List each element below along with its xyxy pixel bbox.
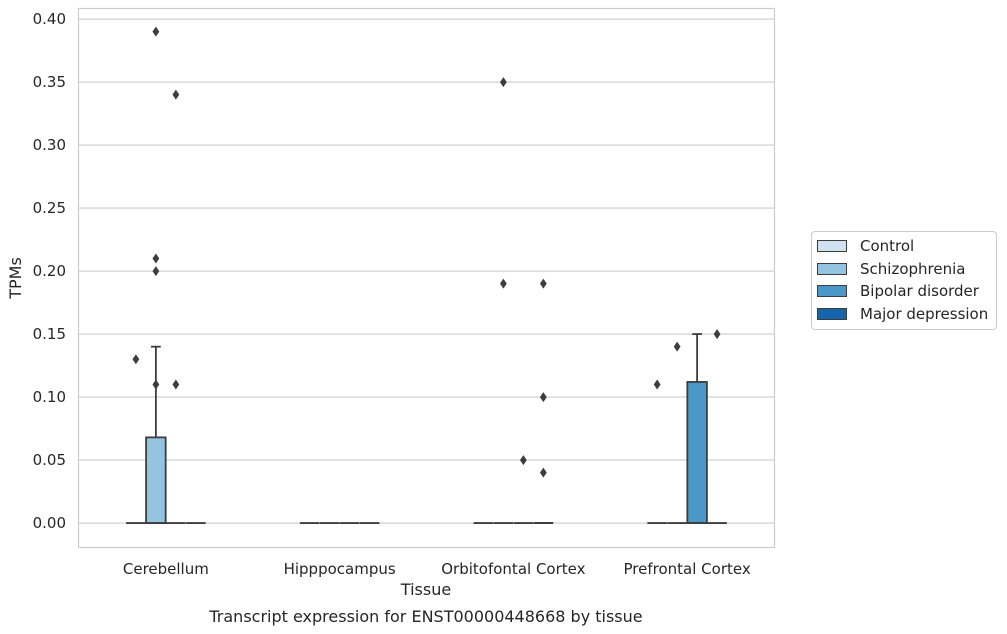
outlier-point [152, 266, 160, 277]
outlier-point [499, 278, 507, 289]
outlier-point [539, 467, 547, 478]
outlier-point [653, 379, 661, 390]
outlier-point [673, 341, 681, 352]
legend-swatch [817, 262, 847, 275]
outlier-point [539, 278, 547, 289]
y-tick-label: 0.25 [33, 199, 66, 217]
legend-label: Bipolar disorder [860, 282, 979, 301]
outlier-point [539, 392, 547, 403]
outliers [132, 26, 721, 478]
x-tick-label: Orbitofontal Cortex [441, 560, 585, 578]
legend-item: Schizophrenia [812, 258, 996, 281]
y-tick-label: 0.10 [33, 388, 66, 406]
y-tick-label: 0.15 [33, 325, 66, 343]
legend-label: Control [860, 237, 915, 256]
x-tick-labels: Cerebellum Hipppocampus Orbitofontal Corte… [123, 560, 751, 578]
y-tick-label: 0.40 [33, 10, 66, 28]
outlier-point [499, 77, 507, 88]
outlier-point [713, 329, 721, 340]
legend-label: Major depression [860, 304, 989, 323]
legend-item: Control [812, 235, 996, 258]
legend: Control Schizophrenia Bipolar disorder Majo… [811, 231, 997, 330]
y-tick-labels: 0.00 0.05 0.10 0.15 0.20 0.25 0.30 0.35 0.40 [33, 10, 66, 532]
outlier-point [519, 455, 527, 466]
grid-lines [79, 18, 774, 524]
outlier-point [132, 354, 140, 365]
x-axis-label: Tissue [400, 580, 451, 599]
x-tick-label: Prefrontal Cortex [624, 560, 751, 578]
x-tick-label: Cerebellum [123, 560, 209, 578]
y-tick-label: 0.30 [33, 136, 66, 154]
plot-area-frame [77, 7, 776, 549]
box-rect [686, 381, 708, 524]
box-rect [145, 436, 167, 524]
y-tick-label: 0.00 [33, 514, 66, 532]
boxes [126, 333, 727, 524]
outlier-point [152, 253, 160, 264]
legend-label: Schizophrenia [860, 259, 966, 278]
legend-item: Major depression [812, 303, 996, 326]
y-tick-label: 0.20 [33, 262, 66, 280]
chart-caption: Transcript expression for ENST0000044866… [208, 607, 642, 626]
outlier-point [172, 89, 180, 100]
outlier-point [152, 379, 160, 390]
x-tick-label: Hipppocampus [284, 560, 396, 578]
legend-item: Bipolar disorder [812, 280, 996, 303]
y-tick-label: 0.05 [33, 451, 66, 469]
legend-swatch [817, 240, 847, 253]
legend-swatch [817, 307, 847, 320]
outlier-point [152, 26, 160, 37]
box-group [686, 333, 708, 524]
y-axis-label: TPMs [6, 257, 25, 300]
y-tick-label: 0.35 [33, 73, 66, 91]
outlier-point [172, 379, 180, 390]
legend-swatch [817, 285, 847, 298]
box-group [145, 345, 167, 524]
